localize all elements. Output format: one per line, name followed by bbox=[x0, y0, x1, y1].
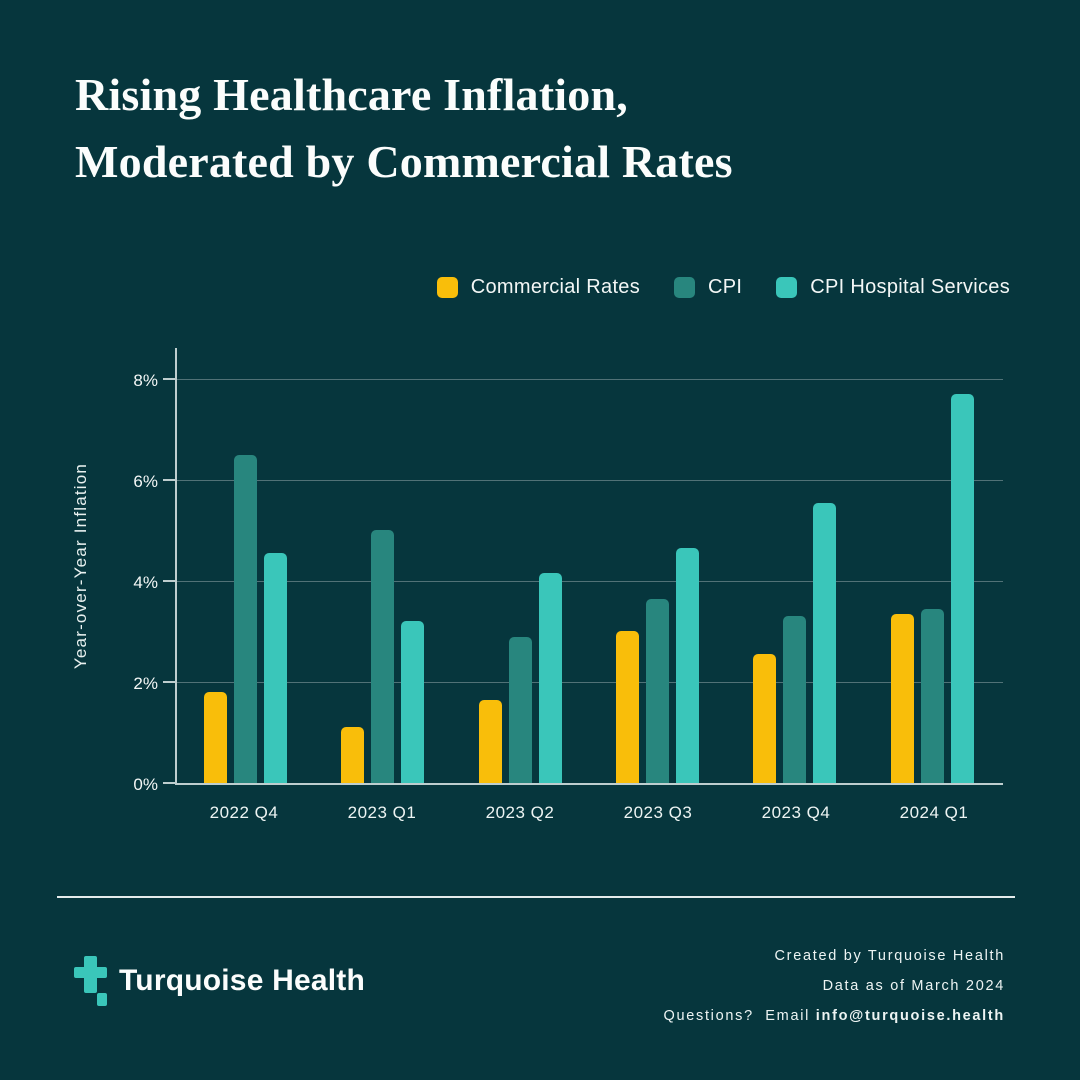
y-tick-0-: 0% bbox=[133, 775, 158, 794]
title-line1: Rising Healthcare Inflation, bbox=[75, 69, 628, 120]
x-axis-labels: 2022 Q4 2023 Q1 2023 Q2 2023 Q3 2023 Q4 2024 … bbox=[175, 803, 1003, 823]
bar-commercial-rates-2024-q1 bbox=[890, 614, 914, 783]
bar-cpi-hospital-services-2023-q2 bbox=[538, 573, 562, 783]
legend-swatch-cpi-hospital-services bbox=[776, 277, 798, 298]
bar-cpi-2024-q1 bbox=[920, 609, 944, 783]
bar-group-2022-q4 bbox=[177, 348, 314, 783]
bar-cpi-2022-q4 bbox=[234, 455, 258, 783]
tickmark-4- bbox=[163, 580, 175, 582]
tickmark-8- bbox=[163, 378, 175, 380]
y-tick-4-: 4% bbox=[133, 573, 158, 592]
x-tick-2022-q4: 2022 Q4 bbox=[209, 803, 279, 822]
bar-commercial-rates-2023-q1 bbox=[341, 727, 365, 783]
bar-cpi-2023-q4 bbox=[783, 616, 807, 783]
x-tick-2024-q1: 2024 Q1 bbox=[899, 803, 969, 822]
bar-commercial-rates-2023-q4 bbox=[753, 654, 777, 783]
bar-commercial-rates-2023-q3 bbox=[616, 631, 640, 783]
bar-cpi-2023-q2 bbox=[508, 637, 532, 783]
credit-contact-prefix: Questions? Email bbox=[663, 1008, 816, 1024]
x-tick-2023-q4: 2023 Q4 bbox=[761, 803, 831, 822]
legend-label-commercial-rates: Commercial Rates bbox=[470, 276, 641, 298]
bar-group-2023-q1 bbox=[314, 348, 451, 783]
bar-group-2024-q1 bbox=[864, 348, 1001, 783]
x-tick-2023-q1: 2023 Q1 bbox=[347, 803, 417, 822]
x-tick-2023-q3: 2023 Q3 bbox=[623, 803, 693, 822]
brand-name: Turquoise Health bbox=[119, 964, 365, 997]
bar-cpi-2023-q3 bbox=[646, 599, 670, 783]
tickmark-0- bbox=[163, 782, 175, 784]
y-tick-labels: 0% 2% 4% 6% 8% bbox=[0, 348, 158, 794]
contact-email: info@turquoise.health bbox=[815, 1008, 1005, 1024]
bar-group-2023-q3 bbox=[589, 348, 726, 783]
legend-item-cpi: CPI bbox=[674, 276, 742, 299]
y-tick-8-: 8% bbox=[133, 371, 158, 390]
gridline-4- bbox=[177, 581, 1003, 582]
brand-lockup: Turquoise Health bbox=[74, 956, 365, 1006]
bar-group-2023-q2 bbox=[452, 348, 589, 783]
y-tick-6-: 6% bbox=[133, 472, 158, 491]
footer-divider bbox=[57, 896, 1015, 898]
gridline-6- bbox=[177, 480, 1003, 481]
legend-swatch-cpi bbox=[674, 277, 696, 298]
bar-cpi-hospital-services-2024-q1 bbox=[950, 394, 974, 783]
bar-group-2023-q4 bbox=[726, 348, 863, 783]
bar-cpi-2023-q1 bbox=[371, 530, 395, 783]
bar-cpi-hospital-services-2023-q3 bbox=[676, 548, 700, 783]
credits: Created by Turquoise Health Data as of M… bbox=[664, 941, 1006, 1031]
tickmark-6- bbox=[163, 479, 175, 481]
tickmark-2- bbox=[163, 681, 175, 683]
legend-item-cpi-hospital-services: CPI Hospital Services bbox=[776, 276, 1010, 299]
plot-area bbox=[163, 348, 1003, 785]
title-line2: Moderated by Commercial Rates bbox=[75, 136, 733, 187]
bar-commercial-rates-2023-q2 bbox=[478, 700, 502, 783]
legend-label-cpi: CPI bbox=[708, 276, 743, 298]
y-tick-2-: 2% bbox=[133, 674, 158, 693]
bar-commercial-rates-2022-q4 bbox=[204, 692, 228, 783]
credit-contact: Questions? Email info@turquoise.health bbox=[664, 1001, 1006, 1031]
legend-swatch-commercial-rates bbox=[436, 277, 458, 298]
legend-item-commercial-rates: Commercial Rates bbox=[436, 276, 641, 299]
credit-data-as-of: Data as of March 2024 bbox=[822, 978, 1005, 994]
legend-label-cpi-hospital-services: CPI Hospital Services bbox=[810, 276, 1010, 298]
gridline-8- bbox=[177, 379, 1003, 380]
credit-created-by: Created by Turquoise Health bbox=[774, 948, 1005, 964]
bar-cpi-hospital-services-2023-q4 bbox=[813, 503, 837, 783]
gridline-2- bbox=[177, 682, 1003, 683]
page-title: Rising Healthcare Inflation, Moderated by… bbox=[75, 61, 733, 195]
x-tick-2023-q2: 2023 Q2 bbox=[485, 803, 555, 822]
turquoise-health-logo-icon bbox=[74, 956, 107, 1006]
bar-cpi-hospital-services-2022-q4 bbox=[264, 553, 288, 783]
chart-legend: Commercial Rates CPI CPI Hospital Services bbox=[436, 276, 1010, 299]
bar-cpi-hospital-services-2023-q1 bbox=[401, 621, 425, 783]
